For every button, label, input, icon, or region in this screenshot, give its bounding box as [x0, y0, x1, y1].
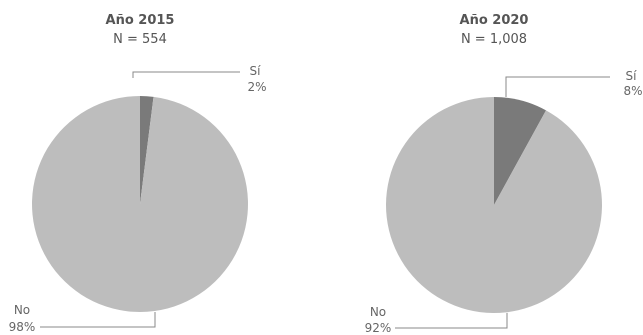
slice-label-si-name: Sí [626, 69, 638, 83]
leader-line-no [40, 312, 156, 328]
pie-slices [31, 96, 249, 312]
pie-slice-no [31, 96, 249, 312]
slice-label-si-value: 8% [623, 84, 642, 98]
pie-slice-no [386, 97, 602, 313]
pie-chart-2015-svg: Año 2015 N = 554 Sí 2% No 98% [9, 13, 267, 334]
chart-title: Año 2020 [460, 13, 529, 28]
pie-slice-si [494, 97, 547, 205]
slice-label-no-value: 98% [9, 320, 36, 334]
pie-slice-si [140, 96, 154, 204]
chart-subtitle: N = 554 [113, 32, 167, 47]
leader-line-si [132, 71, 240, 78]
leader-line-no [395, 313, 508, 329]
leader-line-si [505, 76, 610, 97]
slice-label-no-name: No [14, 303, 30, 317]
slice-label-si-value: 2% [247, 80, 266, 94]
pie-chart-2015: Año 2015 N = 554 Sí 2% No 98% [0, 0, 320, 335]
pie-slices [386, 97, 602, 313]
slice-label-no-value: 92% [365, 321, 392, 335]
chart-subtitle: N = 1,008 [461, 32, 527, 47]
pie-chart-2020-svg: Año 2020 N = 1,008 Sí 8% No 92% [365, 13, 643, 335]
slice-label-si-name: Sí [250, 64, 262, 78]
pie-chart-2020: Año 2020 N = 1,008 Sí 8% No 92% [323, 0, 643, 335]
chart-title: Año 2015 [106, 13, 175, 28]
slice-label-no-name: No [370, 305, 386, 319]
